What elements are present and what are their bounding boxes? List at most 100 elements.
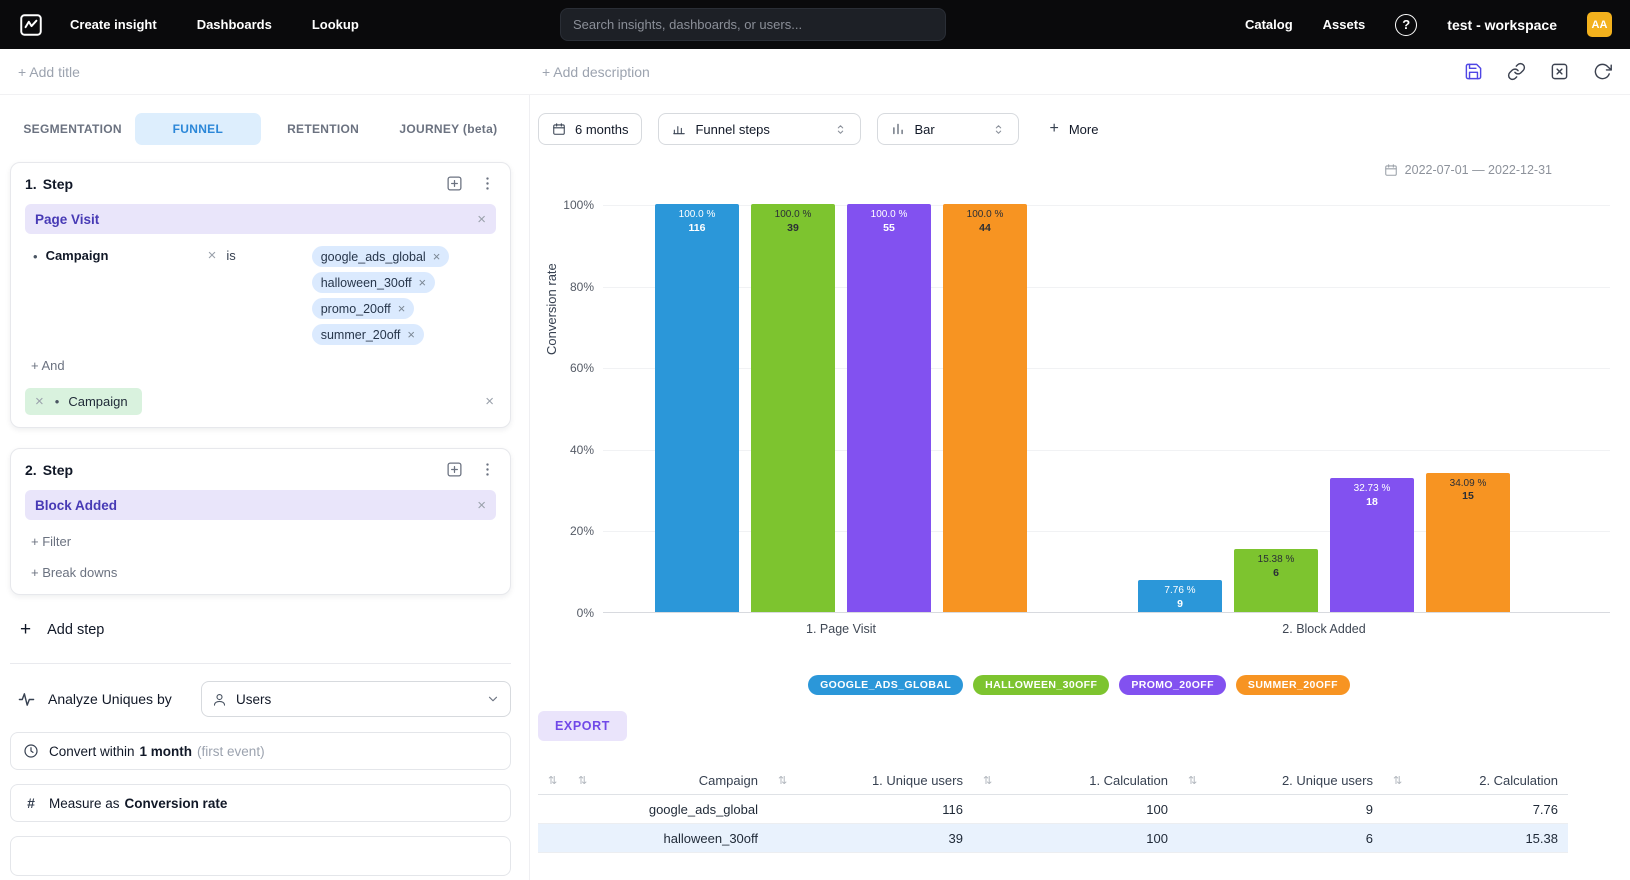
more-options-button[interactable]: + More bbox=[1049, 120, 1099, 137]
remove-breakdown-icon[interactable]: × bbox=[35, 393, 44, 410]
refresh-icon[interactable] bbox=[1593, 62, 1612, 81]
insert-step-icon[interactable] bbox=[446, 461, 463, 478]
nav-link-create-insight[interactable]: Create insight bbox=[70, 17, 157, 32]
bar-google-ads-global[interactable]: 100.0 % 116 bbox=[655, 204, 739, 612]
bar-percent: 34.09 % bbox=[1449, 477, 1487, 489]
step-2-event[interactable]: Block Added × bbox=[25, 490, 496, 520]
bar-value-label: 100.0 % 116 bbox=[655, 209, 739, 235]
filter-value-label: promo_20off bbox=[320, 301, 391, 316]
bar-summer-20off[interactable]: 34.09 % 15 bbox=[1426, 472, 1510, 612]
column-header-campaign[interactable]: ⇅ Campaign bbox=[568, 767, 768, 795]
column-header-1-calculation[interactable]: ⇅ 1. Calculation bbox=[973, 767, 1178, 795]
convert-within-setting[interactable]: Convert within 1 month (first event) bbox=[10, 732, 511, 770]
search-input[interactable] bbox=[573, 17, 933, 32]
add-breakdowns-button[interactable]: + Break downs bbox=[31, 565, 118, 580]
avatar[interactable]: AA bbox=[1587, 12, 1612, 37]
bar-promo-20off[interactable]: 100.0 % 55 bbox=[847, 204, 931, 612]
column-header-2-calculation[interactable]: ⇅ 2. Calculation bbox=[1383, 767, 1568, 795]
nav-link-dashboards[interactable]: Dashboards bbox=[196, 17, 272, 32]
y-axis-tick: 60% bbox=[569, 361, 594, 376]
legend-item-summer-20off[interactable]: SUMMER_20OFF bbox=[1235, 675, 1350, 695]
convert-within-value[interactable]: 1 month bbox=[139, 743, 193, 759]
add-title-button[interactable]: + Add title bbox=[18, 63, 80, 80]
bar-google-ads-global[interactable]: 7.76 % 9 bbox=[1138, 580, 1222, 612]
legend-item-halloween-30off[interactable]: HALLOWEEN_30OFF bbox=[973, 675, 1110, 695]
tab-segmentation[interactable]: SEGMENTATION bbox=[23, 122, 122, 136]
remove-value-icon[interactable]: × bbox=[397, 301, 406, 316]
column-header-1-unique-users[interactable]: ⇅ 1. Unique users bbox=[768, 767, 973, 795]
display-type-select[interactable]: Bar bbox=[877, 113, 1020, 145]
bar-promo-20off[interactable]: 32.73 % 18 bbox=[1330, 478, 1414, 612]
legend-item-promo-20off[interactable]: PROMO_20OFF bbox=[1119, 675, 1226, 695]
app-logo-icon[interactable] bbox=[18, 12, 44, 38]
export-button[interactable]: EXPORT bbox=[538, 711, 627, 741]
bar-group-1-page-visit: 100.0 % 116 100.0 % 39 100.0 % 55 100.0 % 44 bbox=[655, 204, 1027, 612]
sort-icon[interactable]: ⇅ bbox=[778, 775, 788, 787]
insert-step-icon[interactable] bbox=[446, 175, 463, 192]
remove-breakdown-row-icon[interactable]: × bbox=[485, 393, 494, 410]
help-icon[interactable]: ? bbox=[1395, 13, 1418, 36]
step-menu-icon[interactable] bbox=[479, 175, 496, 192]
nav-link-assets[interactable]: Assets bbox=[1322, 17, 1366, 32]
nav-link-lookup[interactable]: Lookup bbox=[311, 17, 359, 32]
chart-type-select[interactable]: Funnel steps bbox=[658, 113, 862, 145]
remove-value-icon[interactable]: × bbox=[418, 275, 427, 290]
remove-filter-icon[interactable]: × bbox=[207, 247, 217, 264]
bar-halloween-30off[interactable]: 100.0 % 39 bbox=[751, 204, 835, 612]
bullet-icon: • bbox=[33, 249, 38, 264]
bar-value-label: 100.0 % 39 bbox=[751, 209, 835, 235]
bar-count: 44 bbox=[979, 221, 991, 234]
chart-legend: GOOGLE_ADS_GLOBAL HALLOWEEN_30OFF PROMO_20… bbox=[538, 675, 1620, 695]
tab-retention[interactable]: RETENTION bbox=[287, 122, 360, 136]
table-cell: 7.76 bbox=[1383, 794, 1568, 824]
add-and-condition-button[interactable]: + And bbox=[31, 358, 65, 373]
bar-summer-20off[interactable]: 100.0 % 44 bbox=[943, 204, 1027, 612]
step-1-event[interactable]: Page Visit × bbox=[25, 204, 496, 234]
remove-value-icon[interactable]: × bbox=[432, 249, 441, 264]
filter-value-chip[interactable]: promo_20off × bbox=[311, 298, 415, 319]
add-filter-button[interactable]: + Filter bbox=[31, 534, 72, 549]
clear-insight-icon[interactable] bbox=[1550, 62, 1569, 81]
remove-event-icon[interactable]: × bbox=[477, 496, 486, 514]
breakdown-chip[interactable]: × • Campaign bbox=[25, 388, 142, 415]
top-navbar: Create insight Dashboards Lookup Catalog A… bbox=[0, 0, 1630, 49]
step-1-filter: • Campaign × is google_ads_global ×hallow… bbox=[25, 246, 496, 345]
save-icon[interactable] bbox=[1464, 62, 1483, 81]
column-header-2-unique-users[interactable]: ⇅ 2. Unique users bbox=[1178, 767, 1383, 795]
bar-halloween-30off[interactable]: 15.38 % 6 bbox=[1234, 549, 1318, 612]
remove-event-icon[interactable]: × bbox=[477, 210, 486, 228]
date-range-button[interactable]: 6 months bbox=[538, 113, 643, 145]
analyze-entity-select[interactable]: Users bbox=[201, 681, 511, 717]
measure-as-value[interactable]: Conversion rate bbox=[124, 795, 228, 811]
filter-value-chip[interactable]: google_ads_global × bbox=[311, 246, 450, 267]
sort-icon[interactable]: ⇅ bbox=[1188, 775, 1198, 787]
convert-within-hint: (first event) bbox=[197, 743, 265, 759]
breakdown-property: Campaign bbox=[68, 394, 128, 409]
user-icon bbox=[212, 692, 227, 707]
legend-item-google-ads-global[interactable]: GOOGLE_ADS_GLOBAL bbox=[808, 675, 964, 695]
table-cell: 6 bbox=[1178, 823, 1383, 853]
tab-journey-beta[interactable]: JOURNEY (beta) bbox=[399, 122, 498, 136]
filter-value-chip[interactable]: halloween_30off × bbox=[311, 272, 436, 293]
gridline bbox=[603, 531, 1610, 533]
step-menu-icon[interactable] bbox=[479, 461, 496, 478]
setting-box-partial[interactable] bbox=[10, 836, 511, 876]
column-header-index[interactable]: ⇅ bbox=[538, 767, 568, 795]
measure-as-setting[interactable]: # Measure as Conversion rate bbox=[10, 784, 511, 822]
sort-icon[interactable]: ⇅ bbox=[983, 775, 993, 787]
sort-icon[interactable]: ⇅ bbox=[548, 775, 558, 787]
filter-operator[interactable]: is bbox=[226, 248, 236, 263]
tab-funnel[interactable]: FUNNEL bbox=[135, 113, 261, 145]
nav-link-catalog[interactable]: Catalog bbox=[1244, 17, 1293, 32]
sort-icon[interactable]: ⇅ bbox=[578, 775, 588, 787]
add-step-button[interactable]: + Add step bbox=[20, 619, 105, 640]
sort-icon[interactable]: ⇅ bbox=[1393, 775, 1403, 787]
share-link-icon[interactable] bbox=[1507, 62, 1526, 81]
bar-percent: 100.0 % bbox=[678, 209, 716, 220]
filter-property[interactable]: Campaign bbox=[45, 248, 109, 263]
remove-value-icon[interactable]: × bbox=[407, 327, 415, 342]
add-description-button[interactable]: + Add description bbox=[542, 63, 650, 80]
workspace-name[interactable]: test - workspace bbox=[1447, 16, 1557, 33]
row-index-cell bbox=[538, 823, 568, 853]
filter-value-chip[interactable]: summer_20off × bbox=[311, 324, 424, 345]
